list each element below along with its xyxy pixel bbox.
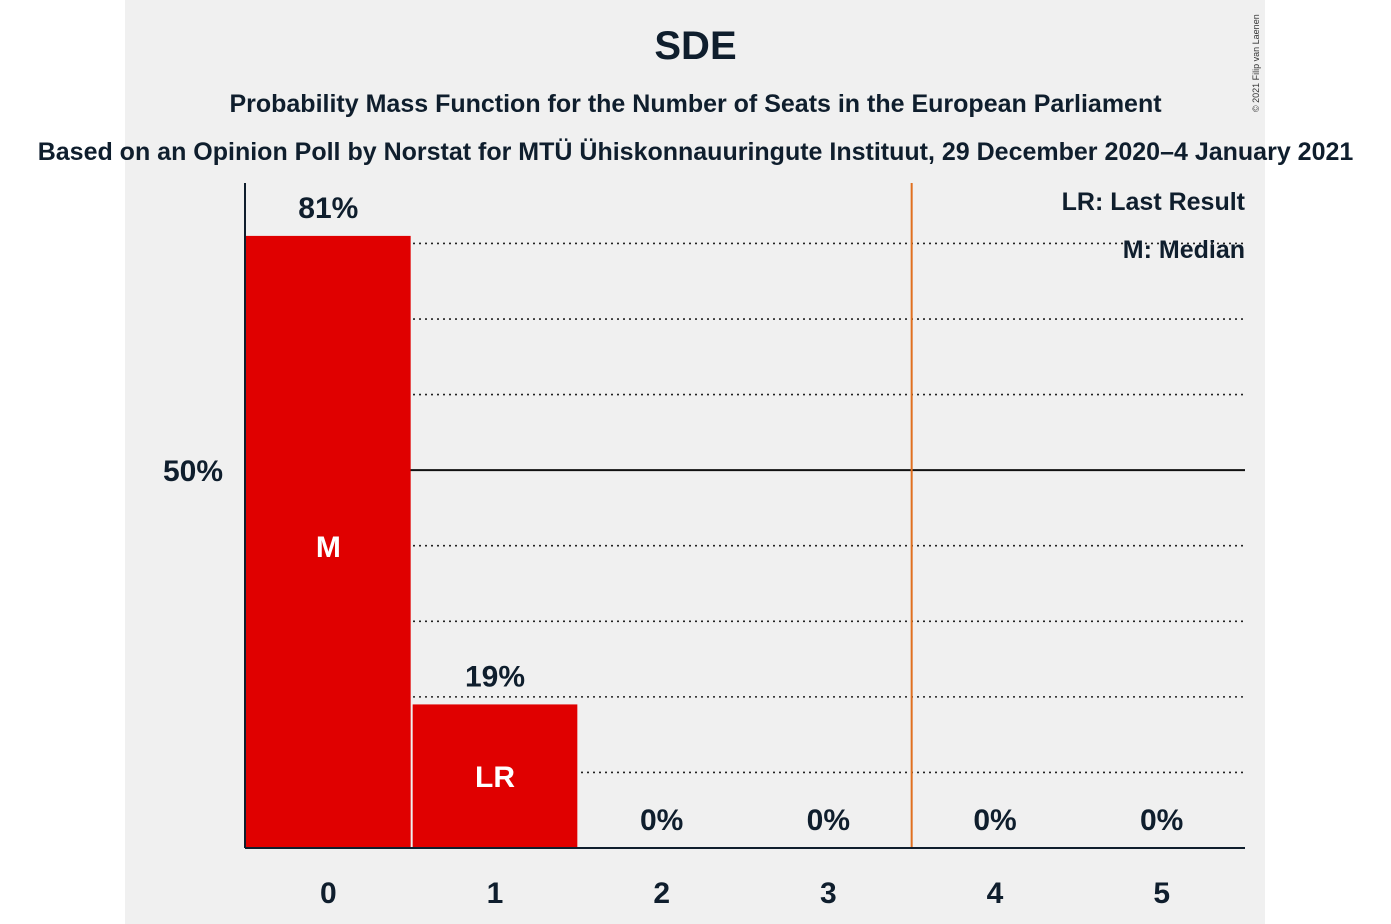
chart-subtitle: Probability Mass Function for the Number… <box>229 90 1162 118</box>
bar-marker: M <box>316 531 341 564</box>
data-label: 0% <box>807 804 850 837</box>
x-tick-label: 3 <box>820 877 837 910</box>
data-label: 0% <box>640 804 683 837</box>
x-tick-label: 5 <box>1153 877 1170 910</box>
x-tick-label: 1 <box>487 877 504 910</box>
legend-entry: LR: Last Result <box>1062 188 1246 216</box>
x-tick-label: 4 <box>987 877 1004 910</box>
chart-source-subtitle: Based on an Opinion Poll by Norstat for … <box>37 138 1354 166</box>
data-label: 81% <box>298 192 358 225</box>
x-tick-label: 0 <box>320 877 337 910</box>
data-label: 0% <box>1140 804 1183 837</box>
legend-entry: M: Median <box>1123 236 1245 264</box>
x-tick-label: 2 <box>653 877 670 910</box>
chart-title: SDE <box>654 24 737 68</box>
y-tick-label: 50% <box>163 455 223 488</box>
bar <box>412 704 578 848</box>
data-label: 0% <box>973 804 1016 837</box>
data-label: 19% <box>465 660 525 693</box>
bar-marker: LR <box>475 761 515 794</box>
bar <box>246 235 411 849</box>
